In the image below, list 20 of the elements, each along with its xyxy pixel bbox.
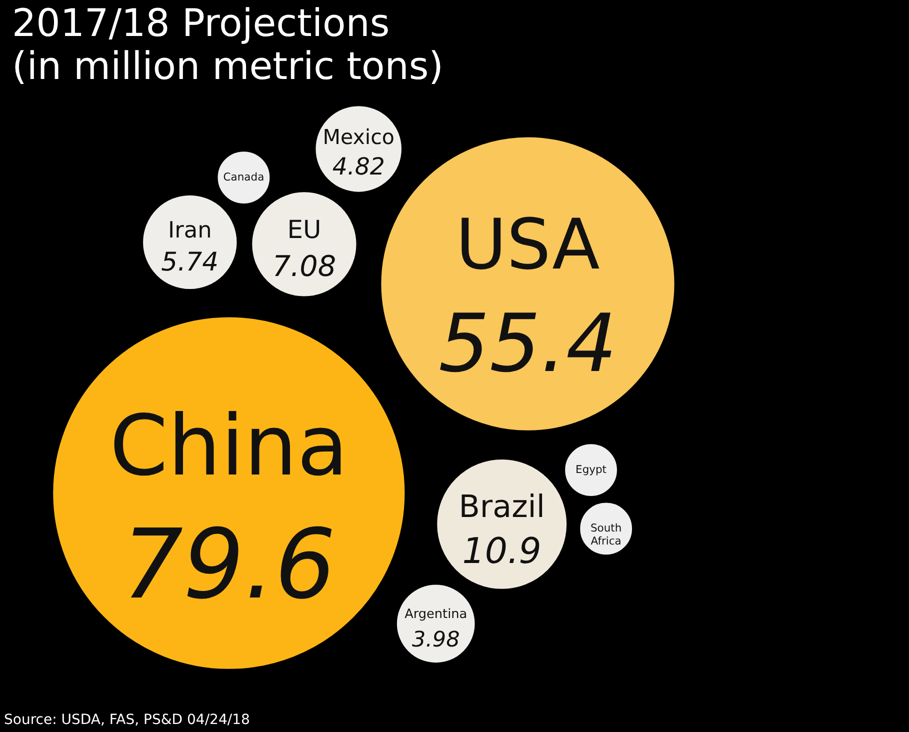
data-label: 7.08	[272, 248, 336, 283]
data-label: 5.74	[161, 247, 219, 278]
category-label: Canada	[223, 170, 264, 184]
category-label: Iran	[168, 217, 212, 244]
category-label: Argentina	[404, 606, 468, 622]
text: 2017/18 Projections	[12, 1, 390, 45]
category-label: EU	[287, 215, 322, 244]
source-note: Source: USDA, FAS, PS&D 04/24/18	[4, 712, 250, 728]
data-label: 3.98	[412, 628, 460, 653]
data-label: 4.82	[332, 152, 385, 181]
text: (in million metric tons)	[12, 44, 444, 88]
data-label: 55.4	[438, 296, 617, 390]
category-label: China	[110, 396, 348, 494]
category-label: South Africa	[590, 522, 622, 548]
data-label: 10.9	[462, 531, 542, 572]
data-label: 79.6	[122, 508, 336, 621]
category-label: USA	[456, 204, 600, 286]
category-label: Egypt	[576, 463, 607, 476]
category-label: Mexico	[322, 125, 394, 150]
category-label: Brazil	[458, 488, 545, 525]
